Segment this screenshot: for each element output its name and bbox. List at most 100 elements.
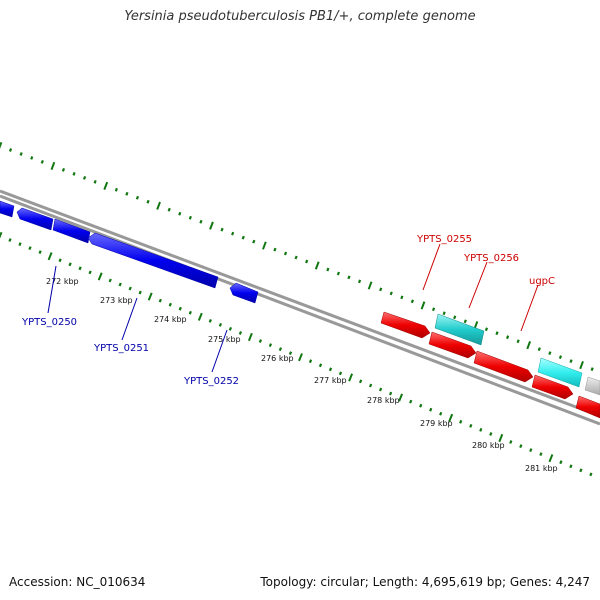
- minor-tick: [509, 440, 513, 444]
- major-tick: [579, 360, 584, 370]
- minor-tick: [128, 286, 132, 291]
- minor-tick: [220, 227, 224, 232]
- minor-tick: [178, 211, 182, 216]
- minor-tick: [82, 175, 87, 180]
- gene-arrow[interactable]: [0, 200, 15, 218]
- minor-tick: [188, 310, 192, 315]
- major-tick: [548, 454, 554, 463]
- minor-tick: [469, 423, 473, 428]
- minor-tick: [199, 219, 203, 224]
- minor-tick: [273, 247, 277, 252]
- tick-label: 281 kbp: [525, 464, 558, 473]
- minor-tick: [218, 322, 223, 327]
- minor-tick: [379, 287, 383, 292]
- minor-tick: [569, 359, 573, 363]
- minor-tick: [308, 359, 313, 364]
- reverse-genes: [0, 200, 259, 304]
- gene-labels: YPTS_0250 YPTS_0251 YPTS_0252 YPTS_0255 …: [21, 234, 555, 387]
- inner-tick-ring: [0, 231, 593, 477]
- minor-tick: [357, 279, 362, 284]
- minor-tick: [167, 207, 171, 212]
- major-tick: [47, 252, 53, 261]
- gene-arrow[interactable]: [473, 350, 534, 383]
- major-tick: [50, 161, 56, 171]
- minor-tick: [241, 235, 245, 240]
- minor-tick: [505, 335, 510, 340]
- minor-tick: [400, 295, 404, 300]
- minor-tick: [453, 315, 457, 320]
- minor-tick: [529, 448, 533, 453]
- gene-label-ypts0255[interactable]: YPTS_0255: [416, 234, 472, 245]
- minor-tick: [589, 472, 593, 477]
- gene-arrow[interactable]: [229, 282, 259, 304]
- gene-label-ypts0251[interactable]: YPTS_0251: [93, 343, 149, 354]
- minor-tick: [579, 468, 583, 473]
- minor-tick: [28, 246, 32, 251]
- gene-label-ypts0252[interactable]: YPTS_0252: [183, 376, 239, 387]
- minor-tick: [72, 172, 76, 176]
- minor-tick: [389, 291, 393, 296]
- major-tick: [498, 433, 504, 443]
- major-tick: [314, 261, 320, 270]
- major-tick: [147, 292, 153, 301]
- minor-tick: [336, 271, 341, 276]
- minor-tick: [347, 275, 351, 280]
- minor-tick: [305, 259, 309, 264]
- tick-label: 278 kbp: [367, 396, 400, 405]
- major-tick: [209, 221, 214, 230]
- minor-tick: [338, 371, 343, 376]
- minor-tick: [158, 298, 162, 303]
- minor-tick: [258, 339, 263, 343]
- tick-label: 272 kbp: [46, 277, 79, 286]
- major-tick: [247, 332, 253, 342]
- gene-label-ypts0250[interactable]: YPTS_0250: [21, 317, 77, 328]
- minor-tick: [368, 383, 373, 388]
- minor-tick: [18, 242, 22, 247]
- map-title: Yersinia pseudotuberculosis PB1/+, compl…: [124, 9, 476, 24]
- gene-label-ugpc[interactable]: ugpC: [529, 276, 555, 287]
- tick-label: 277 kbp: [314, 376, 347, 385]
- genome-backbone: [0, 189, 600, 426]
- label-leaders: [47, 243, 539, 373]
- gene-arrow[interactable]: [537, 357, 583, 388]
- major-tick: [97, 272, 103, 281]
- gene-label-ypts0256[interactable]: YPTS_0256: [463, 253, 519, 264]
- minor-tick: [318, 363, 323, 368]
- minor-tick: [294, 255, 298, 260]
- major-tick: [348, 373, 354, 382]
- gene-arrow[interactable]: [52, 218, 91, 244]
- minor-tick: [463, 319, 467, 324]
- minor-tick: [114, 187, 118, 192]
- minor-tick: [146, 199, 150, 204]
- minor-tick: [68, 262, 72, 267]
- gene-arrow[interactable]: [575, 395, 600, 419]
- minor-tick: [268, 343, 273, 348]
- gene-arrow[interactable]: [16, 207, 54, 231]
- gene-arrow[interactable]: [428, 331, 477, 359]
- minor-tick: [429, 407, 433, 412]
- major-tick: [262, 241, 267, 250]
- minor-tick: [228, 326, 233, 331]
- minor-tick: [410, 299, 415, 304]
- minor-tick: [8, 238, 12, 242]
- gene-arrow[interactable]: [380, 311, 431, 339]
- gene-arrow[interactable]: [434, 313, 485, 346]
- minor-tick: [548, 351, 552, 355]
- minor-tick: [188, 215, 192, 220]
- forward-genes: [380, 311, 600, 419]
- gene-arrow[interactable]: [87, 232, 219, 289]
- minor-tick: [283, 251, 288, 256]
- tick-label: 280 kbp: [472, 441, 505, 450]
- gene-arrow[interactable]: [584, 376, 600, 396]
- minor-tick: [489, 432, 493, 436]
- minor-tick: [178, 306, 182, 311]
- major-tick: [103, 181, 109, 190]
- tick-label: 275 kbp: [208, 335, 241, 344]
- minor-tick: [78, 266, 82, 271]
- minor-tick: [358, 379, 363, 384]
- minor-tick: [431, 307, 436, 312]
- minor-tick: [88, 270, 92, 275]
- gene-arrow[interactable]: [531, 374, 574, 400]
- minor-tick: [378, 387, 383, 392]
- minor-tick: [58, 258, 62, 263]
